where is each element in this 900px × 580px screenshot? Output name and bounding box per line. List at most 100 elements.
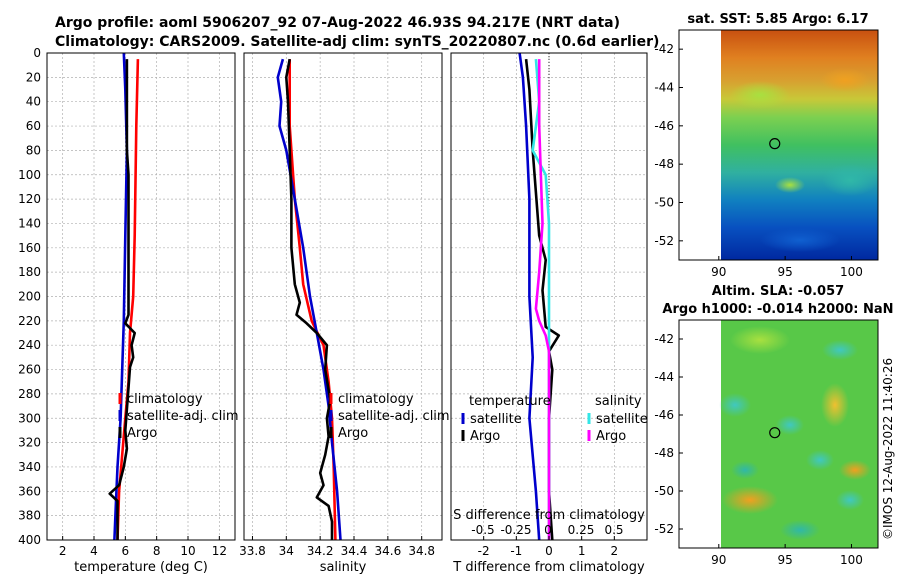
map-x-tick-label: 95: [777, 553, 792, 567]
sla-feature: [722, 486, 778, 514]
y-tick-label: 120: [18, 192, 41, 206]
secondary-tick-label: 0.5: [604, 523, 623, 537]
map-y-tick-label: -50: [654, 196, 674, 210]
y-tick-label: 20: [26, 70, 41, 84]
sla-feature: [780, 520, 820, 540]
legend-label: satellite-adj. clim: [338, 409, 450, 424]
legend-label: Argo: [127, 426, 157, 441]
map-x-tick-label: 100: [840, 553, 863, 567]
sst-feature: [760, 228, 840, 252]
map-y-tick-label: -44: [654, 370, 674, 384]
map-x-tick-label: 95: [777, 265, 792, 279]
secondary-tick-label: -0.5: [471, 523, 494, 537]
y-tick-label: 160: [18, 241, 41, 255]
x-axis-label: T difference from climatology: [452, 560, 645, 575]
map-x-tick-label: 100: [840, 265, 863, 279]
sla-feature: [730, 326, 790, 354]
legend-label: climatology: [127, 392, 203, 407]
map-y-tick-label: -46: [654, 119, 674, 133]
series-line: [534, 59, 551, 540]
x-tick-label: 34.2: [307, 544, 334, 558]
y-tick-label: 260: [18, 363, 41, 377]
legend-label: satellite-adj. clim: [127, 409, 239, 424]
sla-feature: [806, 450, 834, 470]
sla-feature: [822, 340, 858, 360]
temperature-profile-panel: 2 4 6 8 10 12 temperature (deg C) 0 20 40 60 80 100 1…: [18, 46, 239, 575]
map-y-tick-label: -42: [654, 332, 674, 346]
legend-label: Argo: [470, 429, 500, 444]
legend-label: Argo: [596, 429, 626, 444]
secondary-tick-label: -0.25: [500, 523, 531, 537]
x-tick-label: -1: [510, 544, 522, 558]
sla-map-border: [678, 319, 879, 549]
y-tick-label: 360: [18, 484, 41, 498]
axes-frame: [243, 52, 443, 541]
sst-map-axes: -42 -44 -46 -48 -50 -52 90 95 100: [654, 42, 863, 279]
y-tick-label: 80: [26, 143, 41, 157]
map-y-tick-label: -52: [654, 234, 674, 248]
x-tick-label: 33.8: [239, 544, 266, 558]
x-tick-label: 34: [279, 544, 294, 558]
legend-title-salinity: salinity: [595, 394, 642, 409]
figure-title-line2: Climatology: CARS2009. Satellite-adj cli…: [55, 34, 659, 50]
map-y-tick-label: -50: [654, 484, 674, 498]
y-tick-label: 380: [18, 509, 41, 523]
secondary-tick-label: 0: [544, 523, 552, 537]
legend-label: satellite: [470, 412, 522, 427]
sla-map: Altim. SLA: -0.057 Argo h1000: -0.014 h2…: [654, 284, 893, 567]
sla-map-axes: -42 -44 -46 -48 -50 -52 90 95 100: [654, 332, 863, 567]
y-tick-label: 140: [18, 216, 41, 230]
sst-map-title: sat. SST: 5.85 Argo: 6.17: [687, 12, 868, 27]
legend-label: climatology: [338, 392, 414, 407]
x-axis-label: temperature (deg C): [74, 560, 208, 575]
map-y-tick-label: -46: [654, 408, 674, 422]
difference-profile-panel: -2 -1 0 1 2 T difference from climatology temp…: [450, 52, 648, 575]
series-line: [284, 58, 334, 540]
x-tick-label: 4: [90, 544, 98, 558]
axes-frame: [46, 52, 236, 541]
legend-title-temperature: temperature: [469, 394, 551, 409]
x-tick-label: 10: [180, 544, 195, 558]
y-tick-label: 320: [18, 436, 41, 450]
x-tick-label: 12: [212, 544, 227, 558]
sla-map-title-line2: Argo h1000: -0.014 h2000: NaN: [662, 302, 893, 317]
x-tick-label: 6: [122, 544, 130, 558]
sst-feature: [730, 81, 790, 109]
sla-feature: [839, 460, 871, 480]
map-y-tick-label: -48: [654, 446, 674, 460]
map-y-tick-label: -52: [654, 522, 674, 536]
x-tick-label: 1: [578, 544, 586, 558]
secondary-tick-label: 0.25: [568, 523, 595, 537]
x-tick-label: 34.4: [341, 544, 368, 558]
sst-feature: [820, 68, 870, 92]
y-tick-label: 200: [18, 290, 41, 304]
sla-feature: [821, 383, 849, 427]
imos-credit: ©IMOS 12-Aug-2022 11:40:26: [881, 358, 895, 540]
x-tick-label: 34.6: [374, 544, 401, 558]
x-tick-label: 2: [59, 544, 67, 558]
x-tick-label: -2: [478, 544, 490, 558]
series-line: [288, 59, 337, 541]
secondary-axis-label: S difference from climatology: [453, 508, 645, 523]
y-tick-label: 280: [18, 387, 41, 401]
sla-feature: [836, 490, 864, 510]
legend-label: Argo: [338, 426, 368, 441]
y-tick-label: 300: [18, 411, 41, 425]
salinity-profile-panel: 33.8 34 34.2 34.4 34.6 34.8 salinity climatolog…: [239, 52, 450, 575]
sst-map: sat. SST: 5.85 Argo: 6.17 -42 -44 -46 -48 -5…: [654, 12, 879, 279]
sla-feature: [776, 415, 804, 435]
series-line: [518, 52, 541, 541]
sla-map-title-line1: Altim. SLA: -0.057: [712, 284, 844, 299]
y-tick-label: 220: [18, 314, 41, 328]
x-tick-label: 2: [611, 544, 619, 558]
argo-position-marker: [769, 427, 781, 439]
argo-position-marker: [769, 138, 781, 150]
x-tick-label: 0: [545, 544, 553, 558]
series-line: [108, 59, 136, 540]
y-tick-label: 60: [26, 119, 41, 133]
sst-feature: [822, 164, 878, 196]
y-tick-label: 340: [18, 460, 41, 474]
y-tick-label: 100: [18, 168, 41, 182]
sst-field: [721, 30, 878, 260]
